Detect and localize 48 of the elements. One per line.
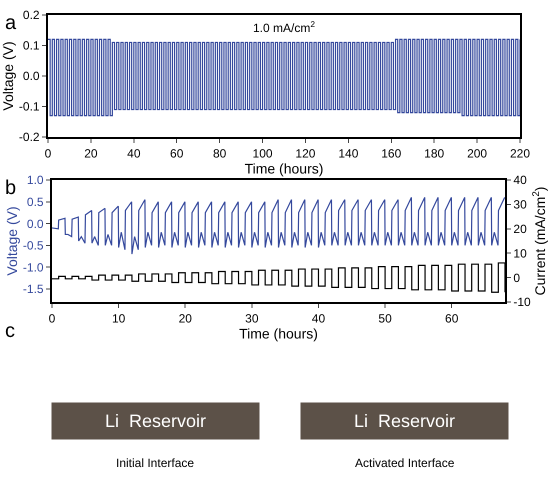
y-tick-label: -0.5 [22, 238, 44, 253]
text: c [5, 320, 15, 342]
x-tick-label: 220 [510, 146, 530, 160]
y2-tick-label: 10 [513, 246, 528, 260]
x-tick-label: 10 [112, 311, 126, 326]
x-tick-label: 40 [312, 311, 326, 326]
y-axis-title: Voltage (V) [4, 206, 20, 276]
text: Activated Interface [355, 456, 455, 470]
text: Li Reservoir [104, 411, 206, 431]
x-tick-label: 0 [48, 311, 56, 326]
x-tick-label: 140 [338, 146, 359, 160]
x-tick-label: 20 [178, 311, 192, 326]
y-tick-label: 1.0 [26, 173, 44, 188]
y-tick-label: 0.1 [22, 38, 40, 53]
x-tick-label: 60 [170, 146, 184, 160]
y-tick-label: 0.0 [26, 216, 44, 231]
text: Initial Interface [116, 456, 194, 470]
y-tick-label: -0.2 [18, 130, 40, 144]
x-tick-label: 100 [252, 146, 273, 160]
y-tick-label: 0.2 [22, 8, 40, 22]
x-tick-label: 50 [378, 311, 392, 326]
x-tick-label: 180 [424, 146, 445, 160]
x-axis-title: Time (hours) [239, 325, 318, 342]
y2-tick-label: -10 [513, 295, 532, 310]
y2-tick-label: 20 [513, 222, 528, 236]
text: a [5, 12, 17, 34]
y-tick-label: 0.5 [26, 194, 44, 209]
annotation: 1.0 mA/cm$^{2}$ [253, 19, 316, 36]
y-tick-label: 0.0 [22, 69, 40, 84]
y-tick-label: -1.0 [22, 260, 44, 274]
x-axis-title: Time (hours) [244, 160, 324, 176]
x-tick-label: 0 [44, 146, 52, 160]
x-tick-label: 80 [212, 146, 227, 160]
x-tick-label: 60 [445, 311, 459, 326]
x-tick-label: 30 [245, 311, 259, 326]
x-tick-label: 120 [295, 146, 316, 160]
text: Li Reservoir [354, 411, 456, 431]
y-axis-title: Voltage (V) [0, 41, 16, 111]
x-tick-label: 20 [84, 146, 98, 160]
y2-tick-label: 40 [513, 173, 528, 188]
x-tick-label: 40 [127, 146, 141, 160]
y2-tick-label: 0 [513, 270, 520, 285]
text: b [5, 177, 16, 199]
x-tick-label: 160 [381, 146, 402, 160]
y2-tick-label: 30 [513, 198, 528, 212]
y-tick-label: -0.1 [18, 100, 40, 114]
y-tick-label: -1.5 [22, 282, 44, 296]
x-tick-label: 200 [467, 146, 488, 160]
